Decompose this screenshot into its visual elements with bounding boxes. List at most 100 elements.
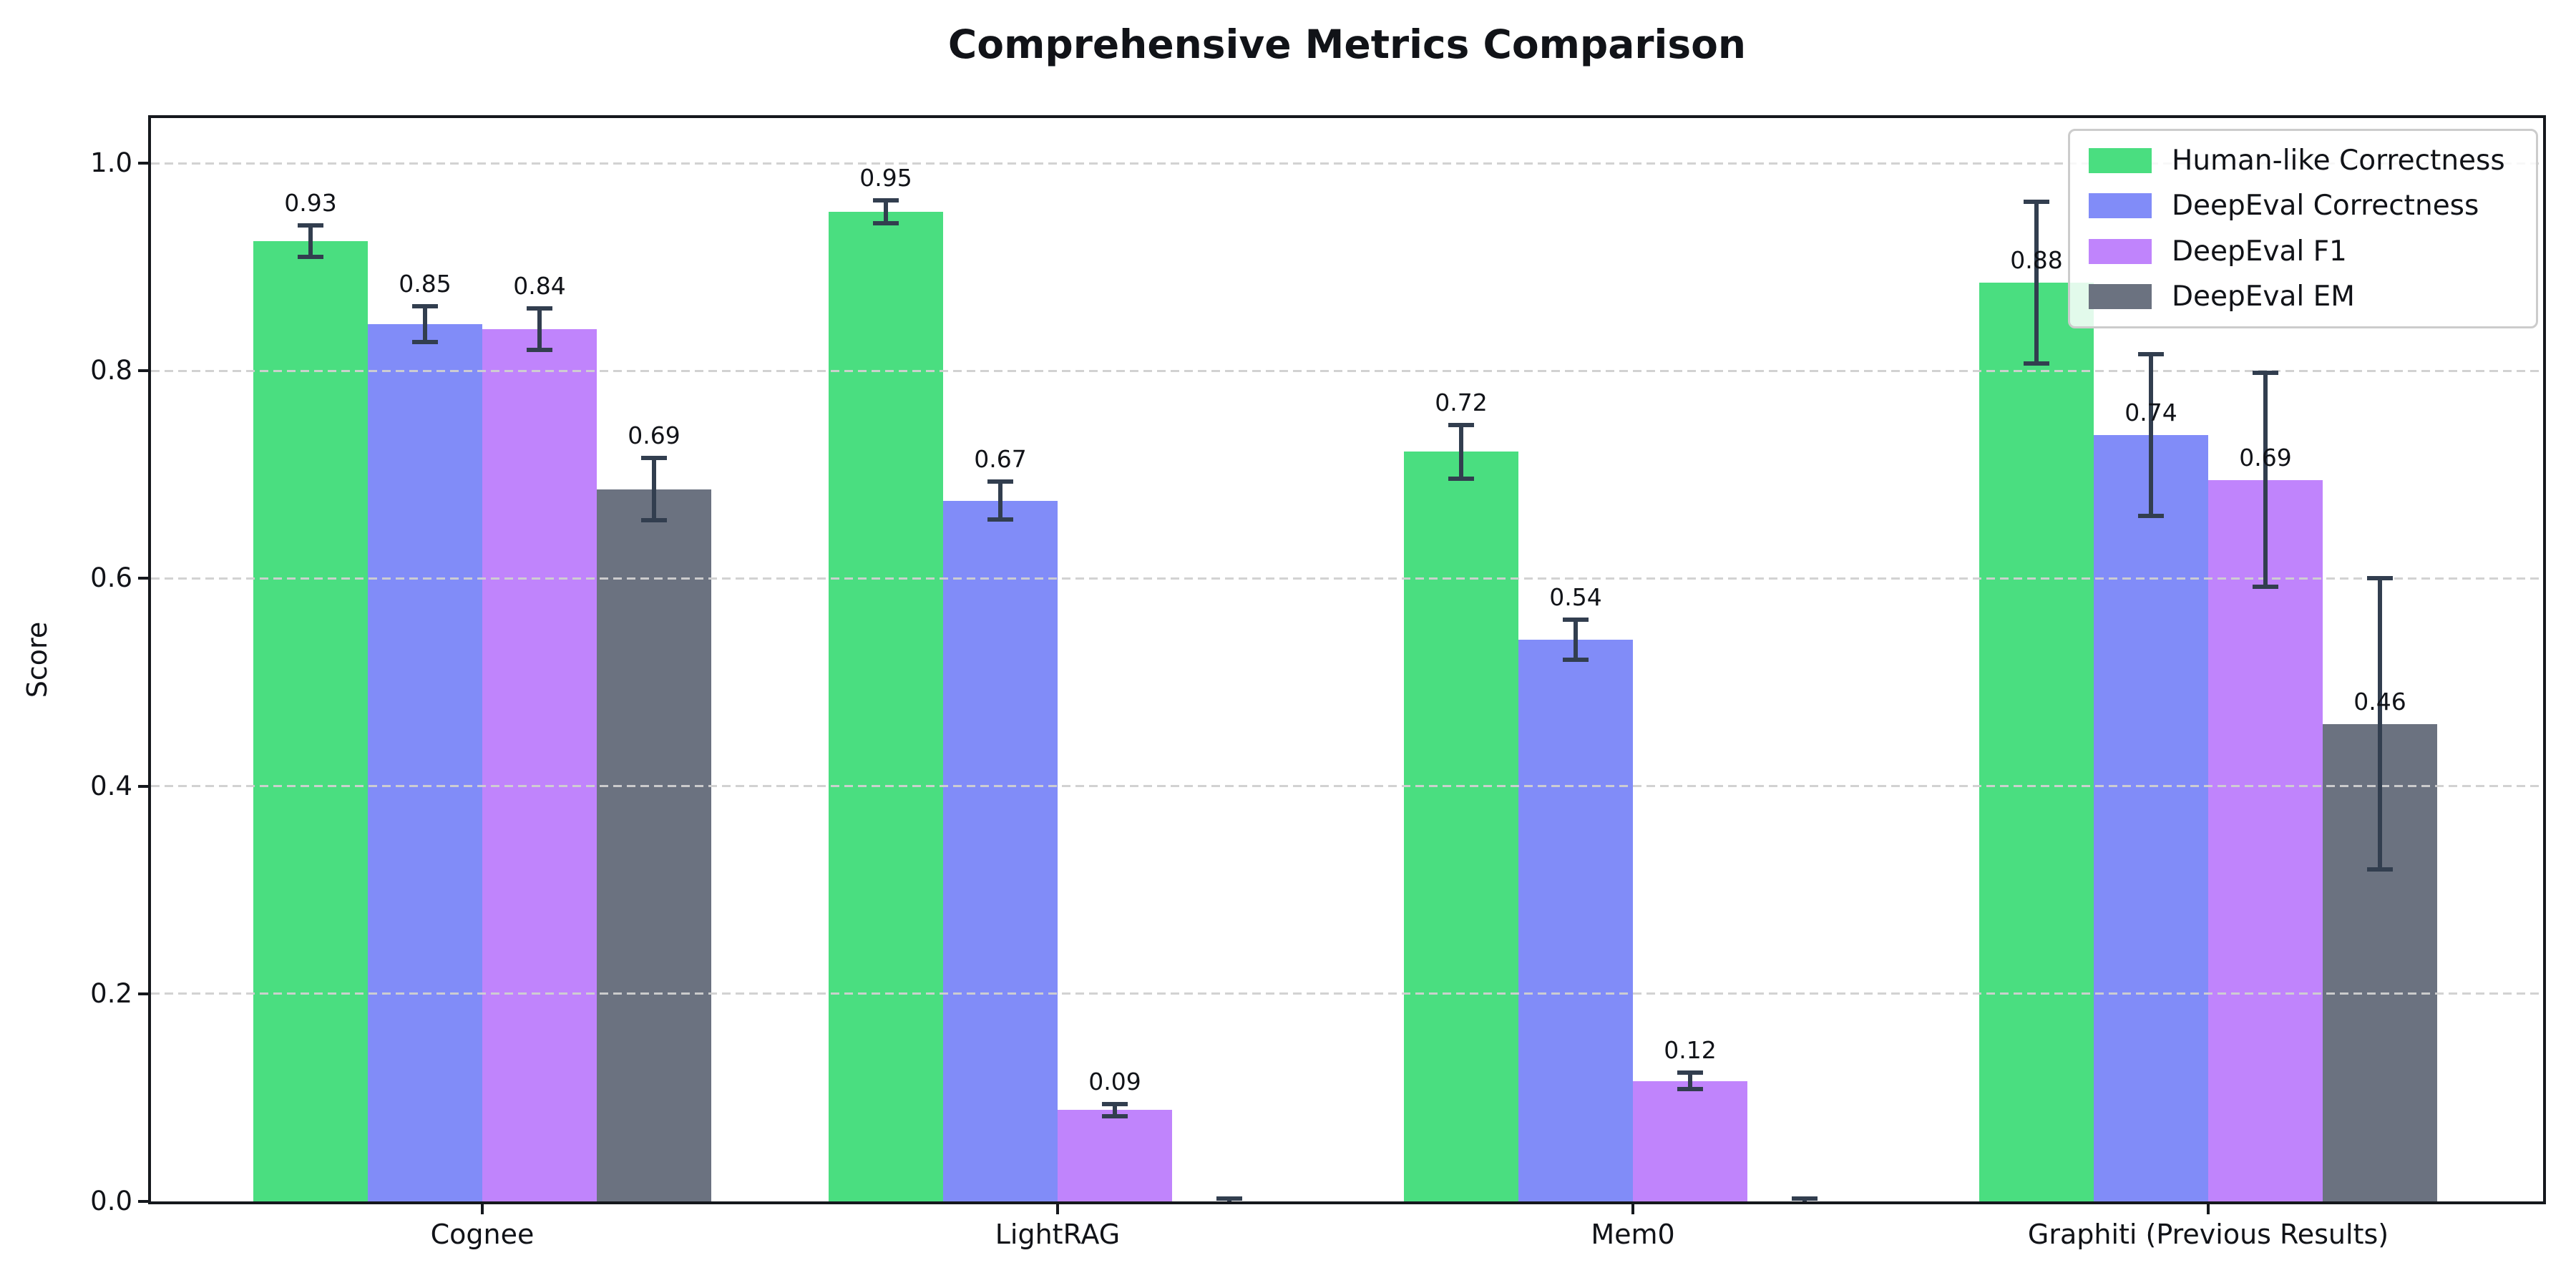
x-tick-2: [1631, 1204, 1634, 1214]
error-bar: [537, 308, 542, 351]
bar-value-label: 0.09: [1088, 1067, 1141, 1096]
bar-cognee-s2: [482, 329, 597, 1201]
bar-value-label: 0.95: [859, 164, 912, 192]
error-bar-cap-top: [2253, 371, 2278, 376]
gridline-0.6: [151, 577, 2543, 580]
error-bar-cap-top: [2367, 576, 2393, 581]
chart-title: Comprehensive Metrics Comparison: [947, 21, 1747, 67]
bar-lightrag-s2: [1058, 1110, 1172, 1201]
error-bar-cap-top: [2024, 199, 2049, 204]
bar-value-label: 0.74: [2124, 399, 2177, 427]
bar-value-label: 0.46: [2353, 687, 2406, 716]
error-bar-cap-bottom: [1448, 477, 1474, 482]
legend-label: Human-like Correctness: [2172, 145, 2505, 177]
x-tick-0: [481, 1204, 484, 1214]
y-tick-0.2: [138, 992, 148, 995]
gridline-1.0: [151, 162, 2543, 165]
error-bar: [423, 306, 427, 342]
error-bar-cap-bottom: [641, 518, 667, 523]
error-bar-cap-bottom: [2367, 867, 2393, 872]
x-tick-label-0: Cognee: [430, 1219, 535, 1250]
bar-value-label: 0.12: [1664, 1036, 1717, 1065]
y-tick-label-0.8: 0.8: [90, 355, 132, 386]
error-bar-cap-bottom: [873, 221, 899, 226]
gridline-0.4: [151, 785, 2543, 788]
error-bar: [998, 482, 1002, 519]
gridline-0.2: [151, 992, 2543, 995]
error-bar-cap-top: [641, 456, 667, 461]
y-tick-0.0: [138, 1200, 148, 1203]
legend-swatch-icon: [2089, 238, 2152, 264]
legend-swatch-icon: [2089, 148, 2152, 174]
error-bar: [1574, 620, 1578, 660]
legend-item-1: DeepEval Correctness: [2070, 190, 2536, 222]
bar-cognee-s0: [253, 240, 368, 1201]
error-bar: [2149, 353, 2153, 517]
error-bar: [2034, 201, 2039, 364]
bar-graphiti-previous-results--s2: [2208, 479, 2323, 1201]
legend-label: DeepEval F1: [2172, 235, 2347, 268]
legend-label: DeepEval Correctness: [2172, 190, 2479, 223]
bar-cognee-s1: [368, 323, 482, 1201]
error-bar-cap-top: [527, 306, 552, 311]
error-bar-cap-bottom: [527, 348, 552, 353]
y-tick-label-0.0: 0.0: [90, 1186, 132, 1216]
error-bar-cap-top: [1677, 1070, 1703, 1075]
bar-mem0-s2: [1633, 1080, 1747, 1201]
error-bar-cap-top: [1216, 1196, 1242, 1201]
error-bar: [1113, 1103, 1117, 1116]
legend-item-3: DeepEval EM: [2070, 280, 2536, 313]
y-tick-0.6: [138, 577, 148, 580]
legend-label: DeepEval EM: [2172, 280, 2355, 313]
legend-item-2: DeepEval F1: [2070, 235, 2536, 268]
error-bar-cap-top: [987, 479, 1013, 484]
bar-value-label: 0.72: [1435, 388, 1488, 416]
bar-value-label: 0.69: [628, 421, 680, 450]
error-bar: [884, 200, 888, 224]
x-tick-label-1: LightRAG: [995, 1219, 1121, 1250]
error-bar: [1459, 424, 1463, 479]
error-bar: [2378, 578, 2382, 869]
error-bar-cap-bottom: [2024, 361, 2049, 366]
bar-lightrag-s0: [829, 212, 943, 1201]
legend-swatch-icon: [2089, 283, 2152, 309]
x-tick-label-3: Graphiti (Previous Results): [2027, 1219, 2389, 1250]
bar-graphiti-previous-results--s0: [1979, 282, 2094, 1201]
gridline-0.8: [151, 369, 2543, 372]
bar-lightrag-s1: [943, 500, 1058, 1201]
x-tick-1: [1056, 1204, 1059, 1214]
y-tick-0.8: [138, 369, 148, 373]
error-bar-cap-top: [873, 198, 899, 203]
y-tick-label-0.4: 0.4: [90, 770, 132, 801]
bar-value-label: 0.67: [974, 445, 1027, 474]
y-axis-title: Score: [21, 621, 53, 698]
error-bar-cap-top: [1448, 422, 1474, 427]
error-bar: [1688, 1073, 1692, 1090]
error-bar-cap-top: [2138, 351, 2164, 356]
error-bar-cap-top: [1792, 1196, 1818, 1201]
error-bar-cap-bottom: [2138, 514, 2164, 519]
error-bar-cap-bottom: [1102, 1114, 1128, 1119]
error-bar-cap-bottom: [1563, 657, 1589, 662]
legend-item-0: Human-like Correctness: [2070, 145, 2536, 177]
bar-graphiti-previous-results--s1: [2094, 435, 2208, 1201]
bar-value-label: 0.85: [399, 270, 452, 298]
error-bar: [308, 225, 313, 257]
bar-cognee-s3: [597, 489, 711, 1201]
error-bar-cap-top: [412, 304, 438, 309]
x-tick-3: [2207, 1204, 2210, 1214]
error-bar-cap-bottom: [298, 254, 323, 259]
bar-value-label: 0.69: [2239, 443, 2292, 472]
y-tick-label-0.2: 0.2: [90, 977, 132, 1009]
plot-inner: 0.93 0.95 0.72 0.88 0.85 0.67 0.54 0.74 0.84 0.09…: [151, 118, 2543, 1201]
bar-value-label: 0.88: [2010, 245, 2063, 274]
y-tick-0.4: [138, 784, 148, 788]
error-bar-cap-top: [1102, 1101, 1128, 1106]
y-tick-label-1.0: 1.0: [90, 147, 132, 178]
legend: Human-like Correctness DeepEval Correctne…: [2068, 129, 2538, 328]
error-bar-cap-bottom: [412, 339, 438, 344]
error-bar-cap-top: [1563, 618, 1589, 623]
legend-swatch-icon: [2089, 193, 2152, 219]
error-bar-cap-bottom: [1677, 1087, 1703, 1092]
